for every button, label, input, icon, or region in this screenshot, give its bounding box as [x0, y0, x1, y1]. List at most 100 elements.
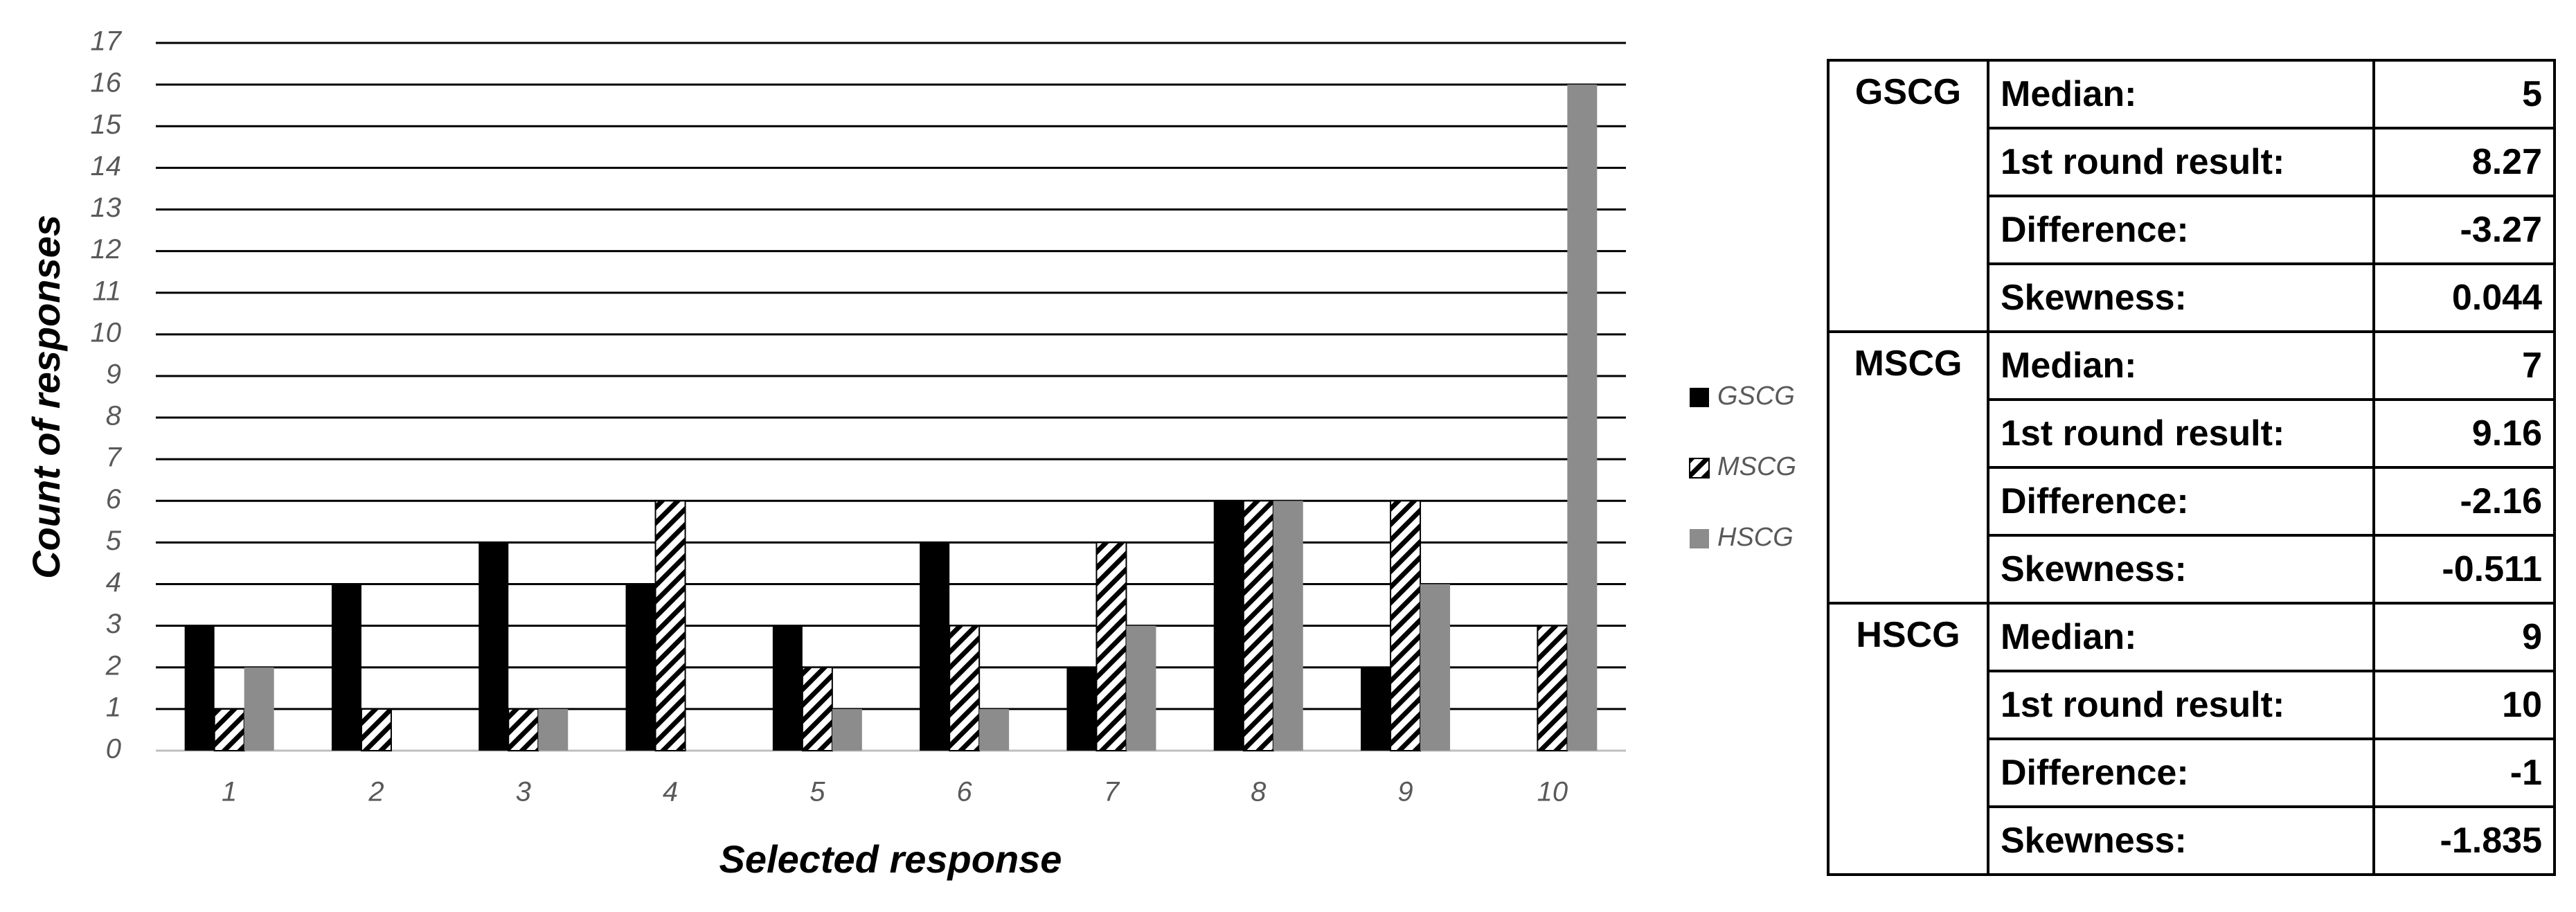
x-axis-title: Selected response: [719, 837, 1062, 881]
y-tick-label: 2: [105, 650, 121, 681]
stat-value: 0.044: [2372, 262, 2556, 333]
bar: [949, 625, 981, 751]
stats-table: GSCG Median: 5 1st round result: 8.27 Differe…: [1827, 59, 2556, 876]
table-row: 1st round result: 10: [1828, 670, 2556, 740]
bar: [625, 584, 656, 751]
y-tick-label: 11: [92, 276, 121, 306]
x-tick-label: 6: [957, 777, 973, 807]
table-row: HSCG Median: 9: [1827, 602, 2556, 876]
y-tick-label: 6: [106, 484, 122, 515]
x-tick-label: 8: [1251, 777, 1267, 807]
x-tick-label: 1: [222, 777, 237, 807]
stat-value: -0.511: [2372, 534, 2556, 605]
stat-label: Median:: [1987, 330, 2375, 401]
y-tick-label: 3: [106, 609, 121, 639]
chart: Count of responses Selected response 012…: [24, 26, 1796, 881]
table-row: Skewness: 0.044: [1828, 262, 2556, 333]
y-tick-label: 15: [91, 109, 122, 140]
y-tick-label: 10: [91, 317, 122, 348]
stat-value: -1.835: [2372, 805, 2556, 876]
x-tick-label: 9: [1397, 777, 1413, 807]
stat-label: Median:: [1987, 59, 2375, 129]
bar: [1420, 584, 1451, 751]
y-tick-label: 1: [106, 692, 121, 722]
stat-label: 1st round result:: [1987, 127, 2375, 197]
x-tick-label: 10: [1537, 777, 1568, 807]
legend-label: HSCG: [1717, 523, 1794, 552]
x-tick-label: 4: [663, 777, 678, 807]
legend-marker: [1690, 388, 1709, 407]
bar: [654, 500, 686, 751]
bar: [1361, 667, 1391, 751]
stat-label: Difference:: [1987, 466, 2375, 537]
x-tick-label: 5: [810, 777, 825, 807]
bar: [1095, 542, 1127, 751]
bar: [1537, 625, 1568, 751]
x-tick-label: 2: [368, 777, 384, 807]
y-tick-label: 5: [106, 526, 122, 556]
group-name: GSCG: [1827, 59, 1989, 333]
bar: [331, 584, 361, 751]
y-tick-label: 13: [91, 193, 122, 223]
bar: [538, 708, 569, 751]
legend-label: MSCG: [1717, 452, 1796, 481]
bar: [184, 625, 215, 751]
stat-value: 9.16: [2372, 398, 2556, 469]
stat-label: Difference:: [1987, 737, 2375, 808]
stat-value: -1: [2372, 737, 2556, 808]
group-name: HSCG: [1827, 602, 1989, 876]
table-row: 1st round result: 9.16: [1828, 398, 2556, 469]
bar: [801, 666, 833, 751]
table-row: MSCG Median: 7: [1827, 330, 2556, 605]
stat-label: Difference:: [1987, 195, 2375, 265]
bar: [1390, 500, 1422, 751]
bar: [1213, 501, 1244, 751]
bar: [213, 708, 245, 751]
y-tick-label: 0: [106, 734, 121, 765]
bar: [832, 708, 862, 751]
y-tick-label: 17: [91, 26, 123, 57]
stat-label: Skewness:: [1987, 534, 2375, 605]
stat-value: 5: [2372, 59, 2556, 129]
bar: [979, 708, 1010, 751]
stat-value: -2.16: [2372, 466, 2556, 537]
y-axis-title: Count of responses: [24, 215, 68, 579]
y-tick-label: 8: [106, 401, 122, 431]
bar: [772, 625, 803, 751]
stat-value: 8.27: [2372, 127, 2556, 197]
stat-value: 9: [2372, 602, 2556, 672]
stat-label: Median:: [1987, 602, 2375, 672]
bar: [1567, 84, 1598, 751]
table-row: Skewness: -0.511: [1828, 534, 2556, 605]
table-row: GSCG Median: 5: [1827, 59, 2556, 333]
legend-label: GSCG: [1717, 382, 1795, 411]
stat-label: Skewness:: [1987, 805, 2375, 876]
bar: [920, 542, 950, 751]
bar: [244, 667, 274, 751]
stat-value: 7: [2372, 330, 2556, 401]
table-row: Skewness: -1.835: [1828, 805, 2556, 876]
x-tick-label: 7: [1104, 777, 1120, 807]
x-tick-label: 3: [516, 777, 531, 807]
legend-marker: [1690, 529, 1709, 548]
bar: [478, 542, 509, 751]
bar: [508, 708, 539, 751]
stat-value: -3.27: [2372, 195, 2556, 265]
bar: [1273, 501, 1303, 751]
stat-label: 1st round result:: [1987, 670, 2375, 740]
y-tick-label: 7: [106, 442, 123, 473]
y-tick-label: 9: [106, 359, 121, 390]
y-tick-label: 16: [91, 68, 122, 98]
table-row: Difference: -1: [1828, 737, 2556, 808]
stat-label: Skewness:: [1987, 262, 2375, 333]
bar: [1242, 500, 1274, 751]
bar: [360, 708, 392, 751]
table-row: 1st round result: 8.27: [1828, 127, 2556, 197]
stat-value: 10: [2372, 670, 2556, 740]
y-tick-label: 14: [91, 151, 122, 181]
bar: [1066, 667, 1097, 751]
table-row: Difference: -3.27: [1828, 195, 2556, 265]
legend-marker: [1689, 458, 1710, 479]
y-tick-label: 12: [91, 234, 122, 265]
